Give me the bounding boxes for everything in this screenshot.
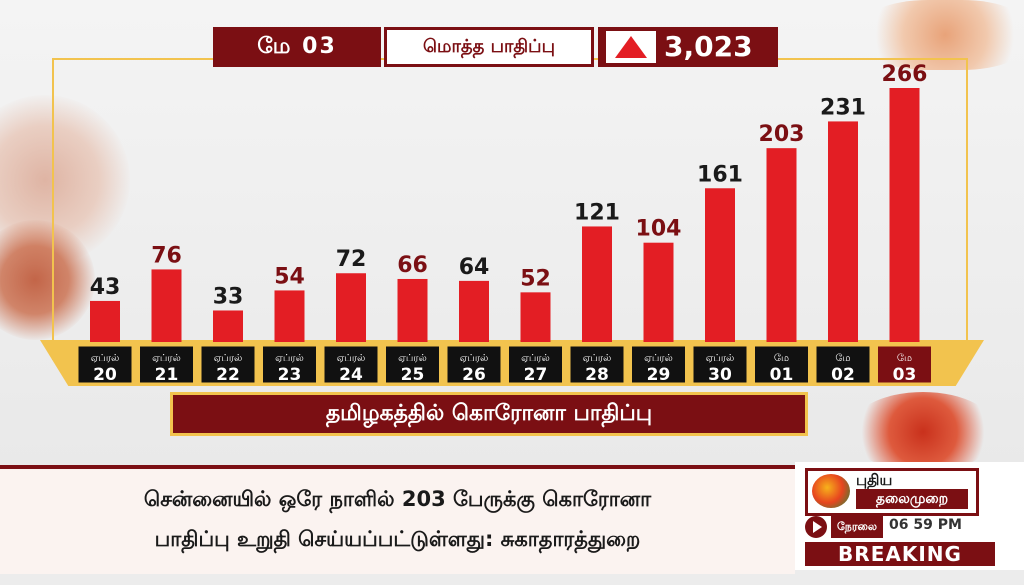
x-tick-month-label: ஏப்ரல் bbox=[521, 353, 550, 364]
total-label: மொத்த பாதிப்பு bbox=[384, 27, 594, 67]
chart-bar bbox=[213, 310, 243, 342]
ticker-line-2: பாதிப்பு உறுதி செய்யப்பட்டுள்ளது: சுகாதா… bbox=[154, 527, 641, 551]
chart-bar bbox=[397, 278, 428, 342]
x-tick-box bbox=[877, 345, 932, 384]
channel-brand-panel: புதிய தலைமுறை நேரலை 06 59 PM BREAKING bbox=[795, 462, 1024, 570]
x-tick-day-label: 23 bbox=[278, 365, 302, 385]
live-label: நேரலை bbox=[831, 516, 883, 538]
x-tick-day-label: 20 bbox=[93, 365, 117, 385]
x-tick-box bbox=[385, 345, 440, 384]
x-tick-month-label: மே bbox=[774, 353, 789, 364]
bar-value-label: 266 bbox=[882, 62, 928, 87]
chart-bar bbox=[520, 292, 551, 342]
x-tick-day-label: 30 bbox=[708, 365, 732, 385]
chart-bar bbox=[459, 280, 489, 342]
virus-decoration-icon bbox=[848, 392, 998, 472]
bar-value-label: 64 bbox=[459, 255, 490, 280]
x-tick-month-label: ஏப்ரல் bbox=[275, 353, 304, 364]
x-tick-box bbox=[323, 345, 379, 384]
chart-bar bbox=[151, 269, 182, 342]
x-tick-box bbox=[692, 345, 748, 384]
chart-bar bbox=[582, 226, 612, 342]
bar-value-label: 52 bbox=[520, 266, 551, 291]
bar-value-label: 76 bbox=[151, 243, 182, 268]
x-tick-box bbox=[77, 345, 133, 384]
chart-bar bbox=[274, 290, 305, 342]
x-tick-month-label: ஏப்ரல் bbox=[152, 353, 181, 364]
x-tick-day-label: 27 bbox=[524, 365, 548, 385]
bar-chart: 43ஏப்ரல்2076ஏப்ரல்2133ஏப்ரல்2254ஏப்ரல்23… bbox=[77, 62, 932, 385]
x-tick-day-label: 21 bbox=[155, 365, 179, 385]
play-icon bbox=[805, 516, 827, 538]
x-tick-day-label: 26 bbox=[462, 365, 486, 385]
logo-emblem-icon bbox=[812, 474, 850, 508]
x-tick-box bbox=[754, 345, 809, 384]
x-tick-box bbox=[200, 345, 256, 384]
x-tick-month-label: ஏப்ரல் bbox=[398, 353, 427, 364]
live-indicator: நேரலை 06 59 PM bbox=[805, 516, 1015, 538]
x-tick-box bbox=[262, 345, 317, 384]
x-tick-day-label: 28 bbox=[585, 365, 609, 385]
x-tick-box bbox=[631, 345, 686, 384]
logo-text-line1: புதிய bbox=[856, 471, 893, 489]
x-tick-day-label: 03 bbox=[893, 365, 917, 385]
x-tick-month-label: ஏப்ரல் bbox=[644, 353, 673, 364]
x-tick-day-label: 01 bbox=[770, 365, 794, 385]
broadcast-time: 06 59 PM bbox=[889, 517, 962, 533]
x-tick-box bbox=[139, 345, 194, 384]
x-tick-box bbox=[508, 345, 563, 384]
bar-value-label: 203 bbox=[759, 122, 805, 147]
x-tick-day-label: 29 bbox=[647, 365, 671, 385]
logo-text-line2: தலைமுறை bbox=[856, 489, 968, 509]
chart-bar bbox=[705, 188, 735, 342]
virus-decoration-icon bbox=[0, 220, 95, 340]
news-ticker: சென்னையில் ஒரே நாளில் 203 பேருக்கு கொரோன… bbox=[0, 465, 795, 574]
x-tick-month-label: ஏப்ரல் bbox=[706, 353, 735, 364]
x-tick-month-label: ஏப்ரல் bbox=[91, 353, 120, 364]
x-tick-day-label: 25 bbox=[401, 365, 425, 385]
total-value: 3,023 bbox=[664, 30, 753, 63]
chart-bar bbox=[889, 88, 920, 342]
x-tick-day-label: 22 bbox=[216, 365, 240, 385]
x-tick-month-label: மே bbox=[897, 353, 912, 364]
x-tick-box bbox=[569, 345, 625, 384]
channel-logo: புதிய தலைமுறை bbox=[805, 468, 979, 516]
chart-bar bbox=[90, 300, 120, 342]
bar-value-label: 66 bbox=[397, 253, 428, 278]
bar-value-label: 161 bbox=[697, 162, 743, 187]
chart-bar bbox=[336, 273, 366, 342]
increase-triangle-icon bbox=[606, 31, 656, 63]
bar-value-label: 33 bbox=[213, 284, 244, 309]
x-tick-month-label: ஏப்ரல் bbox=[337, 353, 366, 364]
x-tick-month-label: ஏப்ரல் bbox=[583, 353, 612, 364]
bar-value-label: 104 bbox=[636, 217, 682, 242]
ticker-line-1: சென்னையில் ஒரே நாளில் 203 பேருக்கு கொரோன… bbox=[143, 487, 652, 511]
bar-value-label: 121 bbox=[574, 200, 620, 225]
bar-value-label: 43 bbox=[90, 275, 121, 300]
x-tick-month-label: ஏப்ரல் bbox=[460, 353, 489, 364]
x-tick-day-label: 24 bbox=[339, 365, 363, 385]
breaking-banner: BREAKING bbox=[805, 542, 995, 566]
chart-bar bbox=[643, 242, 674, 342]
bar-value-label: 54 bbox=[274, 264, 305, 289]
x-tick-month-label: மே bbox=[835, 353, 850, 364]
date-badge: மே 03 bbox=[213, 27, 381, 67]
x-tick-month-label: ஏப்ரல் bbox=[214, 353, 243, 364]
bar-value-label: 72 bbox=[336, 247, 367, 272]
chart-title: தமிழகத்தில் கொரோனா பாதிப்பு bbox=[170, 392, 808, 436]
chart-bar bbox=[828, 121, 858, 342]
x-tick-box bbox=[815, 345, 871, 384]
x-tick-day-label: 02 bbox=[831, 365, 855, 385]
chart-bar bbox=[766, 148, 797, 342]
total-count-badge: 3,023 bbox=[598, 27, 778, 67]
bar-value-label: 231 bbox=[820, 95, 866, 120]
x-tick-box bbox=[446, 345, 502, 384]
